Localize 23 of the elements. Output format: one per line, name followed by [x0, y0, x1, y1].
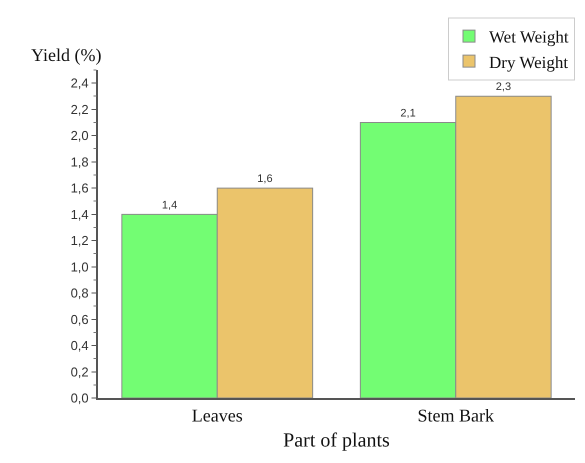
y-tick-label: 1,6: [70, 180, 89, 196]
y-tick-label: 2,4: [70, 76, 89, 91]
y-tick-label: 0,2: [70, 364, 89, 380]
data-label: 2,3: [496, 81, 512, 94]
x-tick-label: Leaves: [192, 405, 243, 426]
data-label: 2,1: [400, 107, 416, 120]
y-tick-label: 0,6: [70, 312, 89, 327]
x-axis-title: Part of plants: [283, 429, 390, 452]
y-tick-label: 0,8: [70, 286, 89, 301]
y-tick-label: 0,0: [70, 390, 89, 406]
legend-label: Dry Weight: [489, 52, 568, 72]
y-tick-label: 2,2: [70, 102, 89, 117]
y-tick-label: 0,4: [70, 338, 89, 354]
data-label: 1,4: [162, 199, 178, 212]
x-tick-label: Stem Bark: [418, 405, 494, 426]
y-tick-label: 1,8: [70, 154, 89, 170]
y-tick-label: 1,2: [70, 233, 89, 248]
y-tick-label: 1,0: [70, 259, 89, 274]
y-tick-label: 2,0: [70, 128, 89, 144]
y-tick-label: 1,4: [70, 206, 89, 222]
data-label: 1,6: [257, 173, 273, 186]
y-axis-title: Yield (%): [31, 45, 102, 65]
legend-label: Wet Weight: [489, 28, 569, 47]
